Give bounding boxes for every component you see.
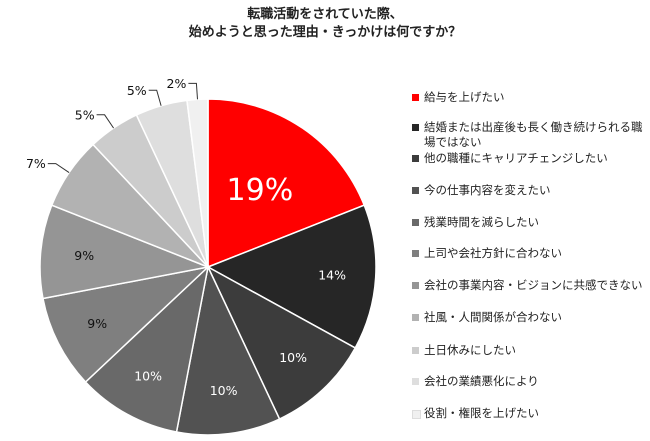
legend-label-8: 社風・人間関係が合わない: [424, 310, 562, 324]
pie-leader-line-9: [96, 114, 115, 129]
legend-label-6: 上司や会社方針に合わない: [424, 246, 562, 260]
pie-slice-6: [42, 265, 211, 384]
pie-slice-7: [39, 204, 211, 300]
pie-data-label-5: 10%: [134, 368, 162, 383]
legend-swatch-11: [412, 410, 421, 419]
legend-item-3: 他の職種にキャリアチェンジしたい: [412, 151, 648, 166]
legend-item-5: 残業時間を減らしたい: [412, 215, 648, 230]
legend-label-3: 他の職種にキャリアチェンジしたい: [424, 151, 608, 165]
legend-swatch-1: [412, 94, 419, 101]
pie-slice-5: [84, 264, 210, 433]
pie-leader-line-8: [47, 163, 70, 174]
legend-swatch-5: [412, 219, 419, 226]
legend-label-5: 残業時間を減らしたい: [424, 215, 539, 229]
legend-item-1: 給与を上げたい: [412, 90, 648, 105]
pie-data-label-6: 9%: [87, 316, 107, 331]
pie-data-labels: 19% 14% 10% 10% 10% 9% 9% 7% 5% 5% 2%: [26, 76, 346, 398]
legend-item-8: 社風・人間関係が合わない: [412, 310, 648, 325]
chart-title-line-1: 転職活動をされていた際、: [247, 7, 403, 22]
pie-slices: [39, 98, 377, 436]
chart-title-line-2: 始めようと思った理由・きっかけは何ですか？: [188, 25, 462, 40]
legend-label-4: 今の仕事内容を変えたい: [424, 183, 551, 197]
legend-swatch-4: [412, 187, 419, 194]
pie-slice-3: [206, 265, 357, 421]
legend-swatch-9: [412, 347, 419, 354]
chart-title: 転職活動をされていた際、 始めようと思った理由・きっかけは何ですか？: [0, 6, 650, 42]
pie-data-label-8: 7%: [26, 156, 46, 171]
legend-item-4: 今の仕事内容を変えたい: [412, 183, 648, 198]
legend-label-11: 役割・権限を上げたい: [424, 406, 539, 420]
pie-data-label-1: 19%: [227, 173, 294, 208]
legend-swatch-8: [412, 314, 419, 321]
chart-legend: 給与を上げたい結婚または出産後も長く働き続けられる職場ではない他の職種にキャリア…: [412, 0, 650, 441]
legend-label-1: 給与を上げたい: [424, 90, 505, 104]
legend-label-10: 会社の業績悪化により: [424, 374, 539, 388]
legend-item-10: 会社の業績悪化により: [412, 374, 648, 389]
pie-data-label-11: 2%: [167, 76, 187, 91]
pie-leader-line-10: [148, 89, 162, 106]
legend-item-2: 結婚または出産後も長く働き続けられる職場ではない: [412, 120, 648, 150]
legend-item-11: 役割・権限を上げたい: [412, 406, 648, 421]
legend-item-6: 上司や会社方針に合わない: [412, 246, 648, 261]
legend-item-9: 土日休みにしたい: [412, 343, 648, 358]
legend-label-7: 会社の事業内容・ビジョンに共感できない: [424, 278, 643, 292]
pie-data-label-3: 10%: [279, 350, 307, 365]
legend-swatch-2: [412, 124, 419, 131]
pie-data-label-9: 5%: [75, 107, 95, 122]
pie-leader-lines: [47, 82, 198, 174]
legend-swatch-6: [412, 250, 419, 257]
pie-slice-2: [206, 204, 377, 349]
pie-slice-4: [175, 264, 281, 436]
pie-slice-11: [186, 98, 209, 268]
legend-label-2: 結婚または出産後も長く働き続けられる職場ではない: [424, 120, 643, 149]
legend-swatch-7: [412, 282, 419, 289]
pie-leader-line-11: [188, 82, 198, 100]
legend-swatch-3: [412, 155, 419, 162]
legend-swatch-10: [412, 378, 419, 385]
legend-label-9: 土日休みにしたい: [424, 343, 516, 357]
pie-slice-1: [207, 98, 366, 269]
pie-data-label-4: 10%: [210, 383, 238, 398]
pie-data-label-2: 14%: [318, 267, 346, 282]
pie-data-label-10: 5%: [127, 83, 147, 98]
legend-item-7: 会社の事業内容・ビジョンに共感できない: [412, 278, 648, 293]
pie-data-label-7: 9%: [74, 248, 94, 263]
